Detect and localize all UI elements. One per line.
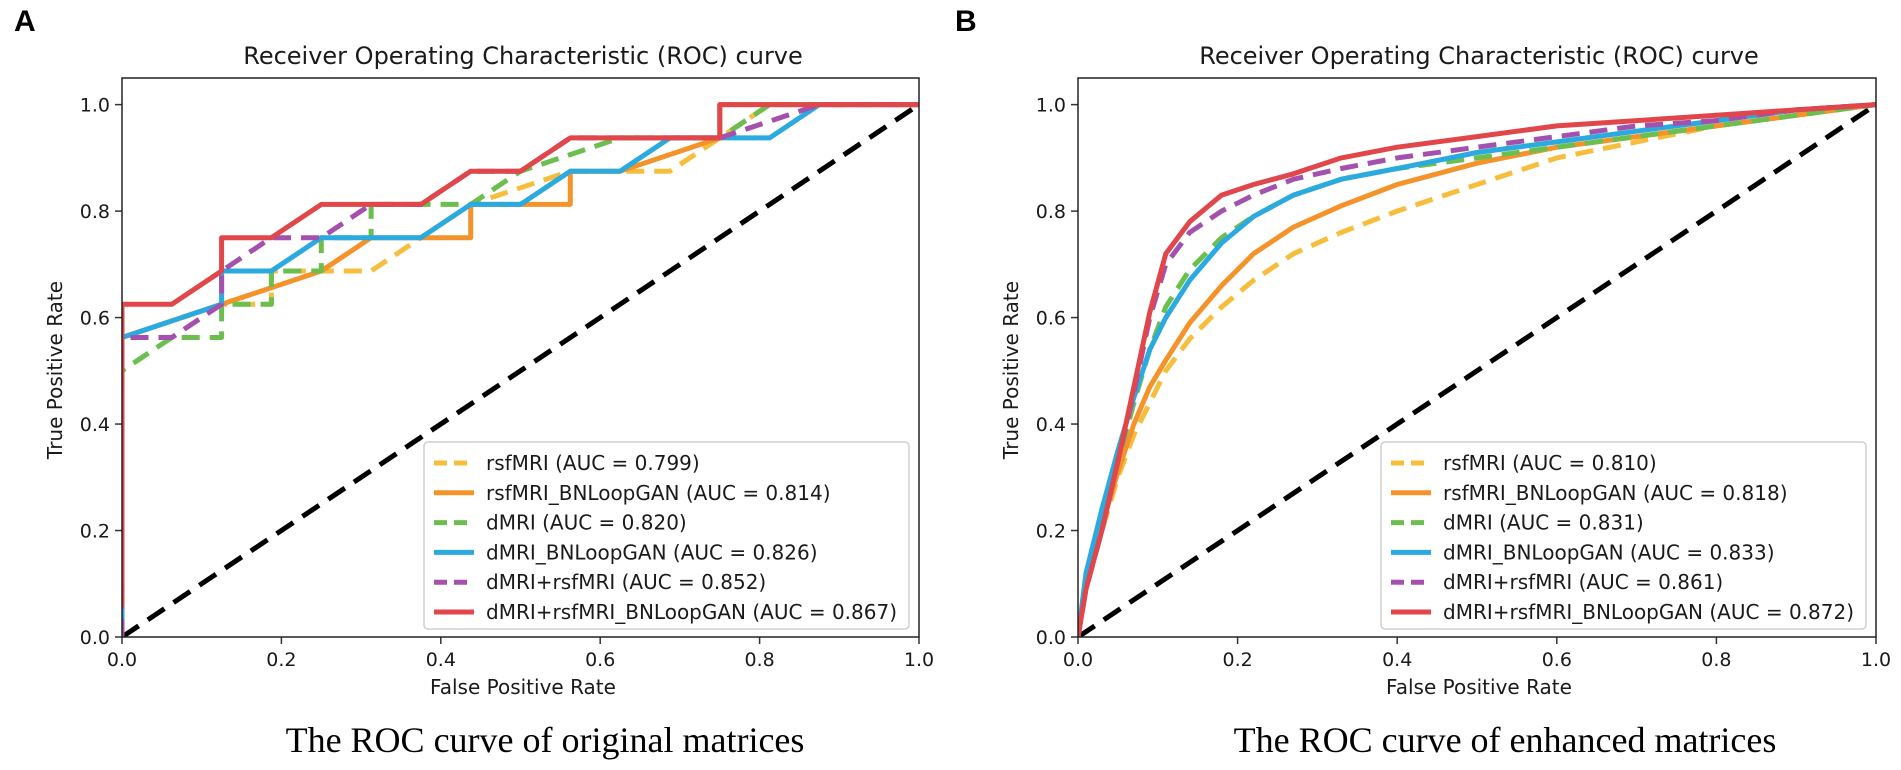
figure-caption: The ROC curve of enhanced matrices: [1234, 720, 1777, 760]
legend-entry: dMRI (AUC = 0.820): [486, 511, 687, 535]
x-tick-label: 0.8: [1701, 649, 1731, 671]
x-tick-label: 0.0: [1063, 649, 1093, 671]
roc-series-line: [122, 102, 919, 606]
x-tick-label: 1.0: [904, 649, 934, 671]
legend-entry: rsfMRI_BNLoopGAN (AUC = 0.818): [1443, 481, 1788, 505]
chance-line: [122, 102, 919, 637]
legend-entry: dMRI_BNLoopGAN (AUC = 0.833): [1443, 540, 1775, 564]
y-tick-label: 0.0: [80, 627, 110, 649]
y-tick-label: 0.6: [1036, 308, 1066, 330]
panel-label: A: [14, 5, 36, 38]
y-tick-label: 0.4: [1036, 414, 1066, 436]
y-tick-label: 0.2: [1036, 521, 1066, 543]
x-tick-label: 0.4: [1382, 649, 1412, 671]
x-tick-label: 0.6: [585, 649, 615, 671]
x-tick-label: 0.2: [266, 649, 296, 671]
roc-panel-a: A Receiver Operating Characteristic (ROC…: [14, 5, 934, 760]
y-axis-label: True Positive Rate: [999, 281, 1023, 460]
y-tick-label: 1.0: [1036, 95, 1066, 117]
x-tick-label: 0.2: [1222, 649, 1252, 671]
y-tick-label: 0.6: [80, 308, 110, 330]
legend-entry: dMRI+rsfMRI (AUC = 0.852): [486, 570, 766, 594]
roc-series-line: [1078, 102, 1876, 637]
y-tick-label: 1.0: [80, 95, 110, 117]
y-tick-label: 0.8: [1036, 201, 1066, 223]
y-axis-label: True Positive Rate: [43, 281, 67, 460]
chart-title: Receiver Operating Characteristic (ROC) …: [243, 42, 803, 70]
x-tick-label: 1.0: [1861, 649, 1891, 671]
legend-entry: dMRI+rsfMRI_BNLoopGAN (AUC = 0.867): [486, 600, 897, 624]
legend-box: [1380, 441, 1867, 630]
x-tick-label: 0.0: [107, 649, 137, 671]
legend-entry: dMRI+rsfMRI_BNLoopGAN (AUC = 0.872): [1443, 600, 1854, 624]
chance-line: [1078, 102, 1876, 637]
chart-title: Receiver Operating Characteristic (ROC) …: [1199, 42, 1759, 70]
y-tick-label: 0.4: [80, 414, 110, 436]
legend: rsfMRI (AUC = 0.810) rsfMRI_BNLoopGAN (AU…: [1380, 441, 1867, 630]
legend-entry: rsfMRI_BNLoopGAN (AUC = 0.814): [486, 481, 831, 505]
x-tick-label: 0.8: [744, 649, 774, 671]
x-axis-label: False Positive Rate: [430, 675, 616, 699]
legend-entry: rsfMRI (AUC = 0.810): [1443, 451, 1657, 475]
legend-entry: dMRI_BNLoopGAN (AUC = 0.826): [486, 540, 818, 564]
legend-box: [423, 441, 910, 630]
plot-area: 0.0 0.2 0.4 0.6 0.8 1.0 0.0 0.2 0.4 0.6 0.8 1.0 rsfM…: [1036, 77, 1891, 671]
x-tick-label: 0.4: [426, 649, 456, 671]
roc-panel-b: B Receiver Operating Characteristic (ROC…: [955, 5, 1891, 760]
axes-frame: [1077, 77, 1877, 638]
y-tick-label: 0.0: [1036, 627, 1066, 649]
y-tick-label: 0.8: [80, 201, 110, 223]
axes-frame: [121, 77, 920, 638]
legend-entry: rsfMRI (AUC = 0.799): [486, 451, 700, 475]
x-axis-label: False Positive Rate: [1386, 675, 1572, 699]
legend: rsfMRI (AUC = 0.799) rsfMRI_BNLoopGAN (AU…: [423, 441, 910, 630]
legend-entry: dMRI (AUC = 0.831): [1443, 511, 1644, 535]
plot-area: 0.0 0.2 0.4 0.6 0.8 1.0 0.0 0.2 0.4 0.6 0.8 1.0 rsfM…: [80, 77, 934, 671]
y-tick-label: 0.2: [80, 521, 110, 543]
roc-series-line: [1078, 102, 1876, 637]
legend-entry: dMRI+rsfMRI (AUC = 0.861): [1443, 570, 1723, 594]
panel-label: B: [955, 5, 977, 38]
x-tick-label: 0.6: [1542, 649, 1572, 671]
figure-caption: The ROC curve of original matrices: [286, 720, 805, 760]
